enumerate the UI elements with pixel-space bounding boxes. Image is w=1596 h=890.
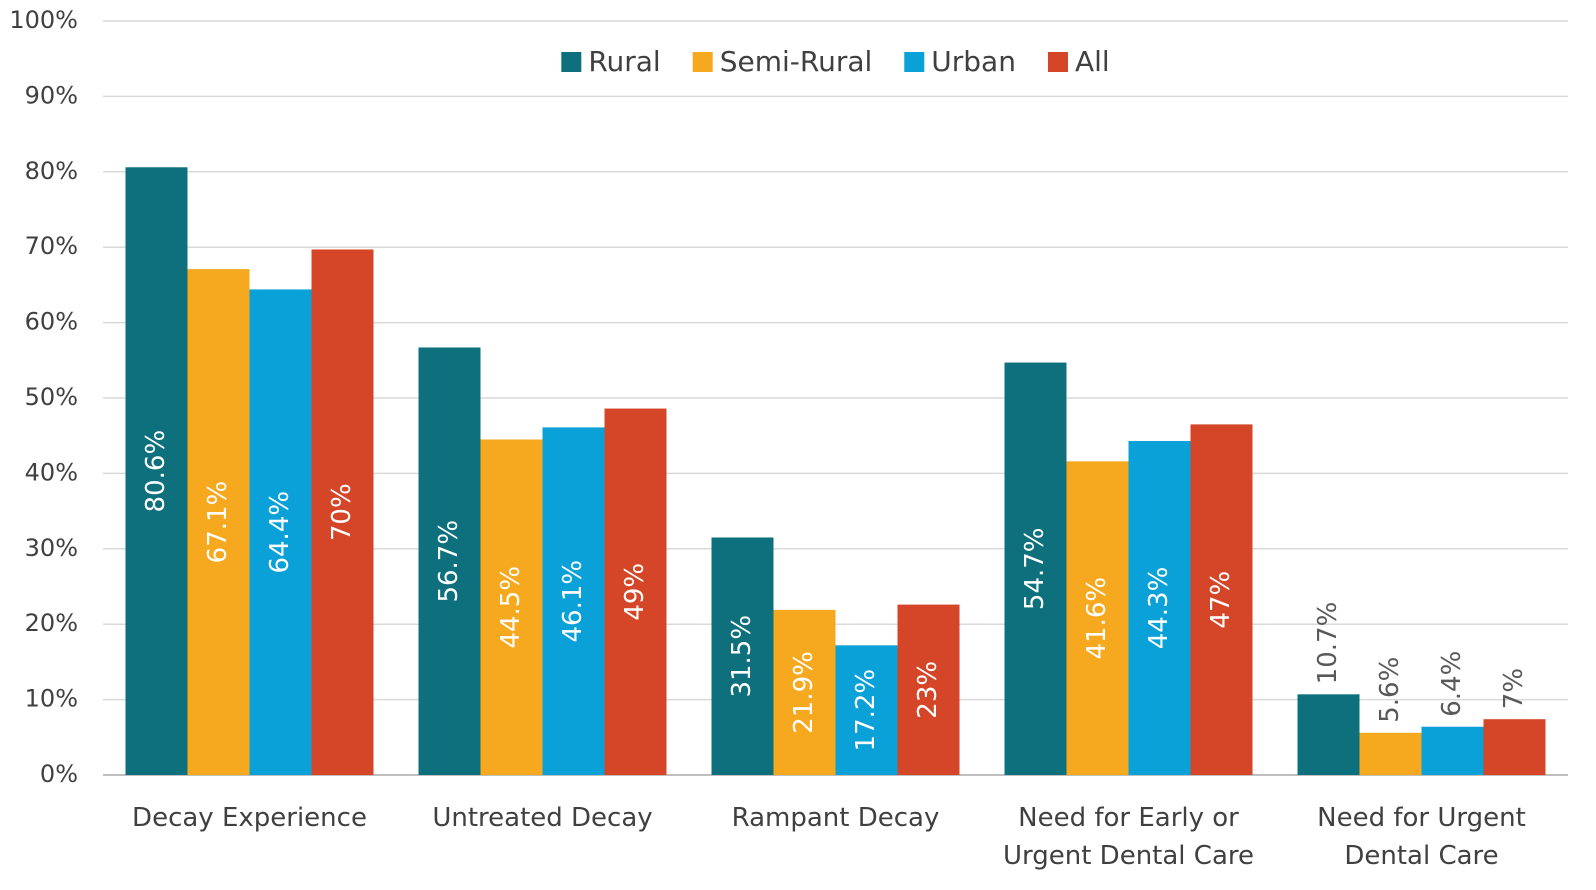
y-tick-label: 30% [25,534,78,562]
legend-label: Rural [588,45,660,78]
bar [1359,732,1422,775]
x-tick-label: Rampant Decay [732,803,940,833]
legend-swatch [692,52,713,72]
y-tick-label: 80% [25,157,78,185]
y-tick-label: 10% [25,685,78,713]
bar [1066,461,1129,775]
data-label: 56.7% [434,520,464,603]
x-tick-label: Need for Urgent Dental Care [1317,803,1526,871]
y-tick-label: 90% [25,81,78,109]
data-label: 67.1% [203,481,233,564]
data-label: 41.6% [1082,577,1112,660]
x-tick-line: Urgent Dental Care [1003,841,1254,871]
bar [187,269,250,775]
data-label: 70% [327,483,357,541]
data-label: 10.7% [1313,602,1343,685]
data-label: 44.3% [1144,567,1174,650]
data-label: 23% [913,661,943,719]
legend-label: All [1075,45,1110,78]
bar [249,289,312,775]
data-label: 17.2% [851,669,881,752]
data-label: 7% [1499,668,1529,709]
data-label: 47% [1206,571,1236,629]
legend-swatch [904,52,925,72]
legend-swatch [1047,52,1068,72]
y-tick-label: 100% [9,6,78,34]
legend: Rural Semi-Rural Urban All [561,45,1110,78]
data-label: 64.4% [265,491,295,574]
data-label: 80.6% [141,430,171,513]
data-label: 46.1% [558,560,588,643]
bar [604,408,667,775]
bar [835,645,898,775]
x-tick-label: Decay Experience [132,803,367,833]
y-tick-label: 0% [40,760,78,788]
y-tick-label: 50% [25,383,78,411]
bar [542,427,605,775]
data-label: 21.9% [789,651,819,734]
legend-swatch [561,52,582,72]
data-label: 31.5% [727,615,757,698]
y-tick-label: 70% [25,232,78,260]
bar [480,439,543,775]
x-tick-line: Untreated Decay [432,803,652,833]
bar [1421,726,1484,775]
y-tick-label: 60% [25,308,78,336]
bar [125,167,188,775]
x-tick-line: Rampant Decay [732,803,940,833]
bar [311,249,374,775]
data-label: 44.5% [496,566,526,649]
y-tick-label: 20% [25,609,78,637]
x-tick-line: Need for Early or [1018,803,1239,833]
x-tick-line: Need for Urgent [1317,803,1526,833]
x-tick-label: Need for Early or Urgent Dental Care [1003,803,1254,871]
data-label: 54.7% [1020,527,1050,610]
y-tick-label: 40% [25,458,78,486]
bar [1297,694,1360,775]
bar [773,609,836,775]
x-tick-line: Decay Experience [132,803,367,833]
legend-label: Semi-Rural [720,45,873,78]
bar [1128,440,1191,775]
bar [1190,424,1253,775]
bar [418,347,481,775]
bar [1004,362,1067,775]
legend-label: Urban [931,45,1016,78]
bar [1483,719,1546,775]
x-tick-label: Untreated Decay [432,803,652,833]
data-label: 6.4% [1437,651,1467,717]
bar [897,604,960,775]
x-tick-line: Dental Care [1344,841,1498,871]
data-label: 49% [620,563,650,621]
bar [711,537,774,775]
data-label: 5.6% [1375,657,1405,723]
